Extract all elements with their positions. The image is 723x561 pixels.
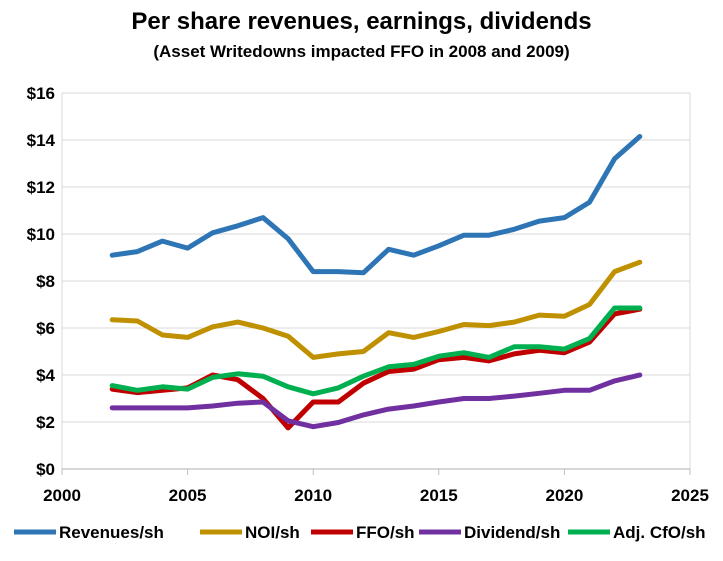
legend-label: Dividend/sh [464, 523, 560, 542]
x-tick-label: 2005 [169, 486, 207, 505]
y-tick-label: $14 [27, 131, 56, 150]
y-tick-label: $0 [36, 460, 55, 479]
chart-title: Per share revenues, earnings, dividends [131, 8, 592, 35]
y-tick-label: $2 [36, 413, 55, 432]
y-tick-label: $8 [36, 272, 55, 291]
series-line-adj-cfo-sh [109, 305, 643, 397]
x-tick-labels: 2000 2005 2010 2015 2020 2025 [43, 486, 709, 505]
series-line-dividend-sh [109, 372, 643, 430]
x-tick-label: 2015 [420, 486, 458, 505]
y-tick-label: $12 [27, 178, 55, 197]
y-tick-label: $4 [36, 366, 55, 385]
y-tick-label: $10 [27, 225, 55, 244]
legend: Revenues/sh NOI/sh FFO/sh Dividend/sh Adj. C… [14, 523, 706, 542]
legend-label: FFO/sh [356, 523, 415, 542]
legend-label: NOI/sh [245, 523, 300, 542]
series-line-revenues-sh [109, 134, 643, 276]
x-tick-label: 2000 [43, 486, 81, 505]
axes [61, 93, 691, 475]
legend-label: Adj. CfO/sh [613, 523, 706, 542]
legend-label: Revenues/sh [59, 523, 164, 542]
x-tick-label: 2025 [671, 486, 709, 505]
x-tick-label: 2010 [294, 486, 332, 505]
chart-subtitle: (Asset Writedowns impacted FFO in 2008 a… [153, 42, 570, 61]
y-tick-labels: $0 $2 $4 $6 $8 $10 $12 $14 $16 [27, 84, 56, 479]
y-tick-label: $16 [27, 84, 55, 103]
series-line-noi-sh [109, 259, 643, 360]
series-lines [109, 134, 643, 431]
x-tick-label: 2020 [545, 486, 583, 505]
y-tick-label: $6 [36, 319, 55, 338]
